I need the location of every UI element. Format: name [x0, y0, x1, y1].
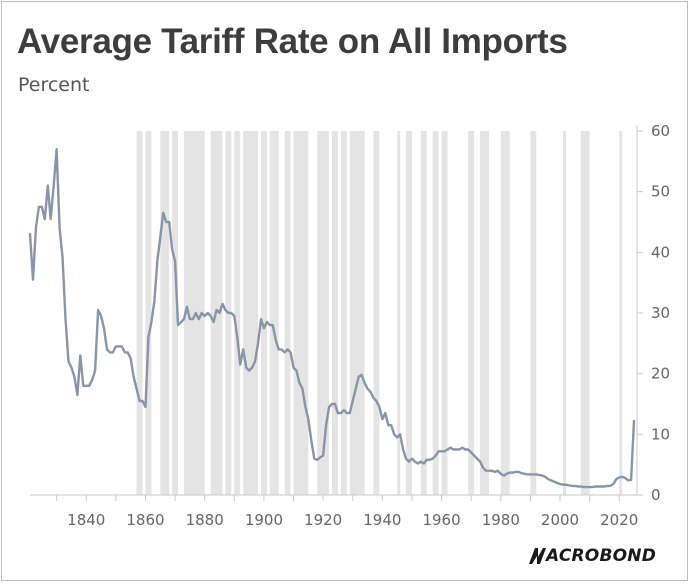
- shaded-period-10: [261, 131, 267, 495]
- chart-title: Average Tariff Rate on All Imports: [17, 22, 568, 61]
- shaded-period-24: [432, 131, 439, 495]
- shaded-period-7: [234, 131, 241, 495]
- shaded-periods: [136, 131, 623, 495]
- y-tick-label-30: 30: [651, 304, 670, 322]
- shaded-period-1: [145, 131, 152, 495]
- macrobond-wordmark: ACROBOND: [546, 546, 656, 566]
- shaded-period-16: [323, 131, 329, 495]
- shaded-period-20: [373, 131, 380, 495]
- x-tick-label-1880: 1880: [186, 511, 224, 529]
- shaded-period-28: [500, 131, 504, 495]
- x-tick-label-1840: 1840: [67, 511, 105, 529]
- series-layer: [28, 148, 636, 489]
- chart-axes: 0 10 20 30 40 50 60 1840 1860 1880 1900 1920 1940 196…: [30, 122, 670, 529]
- chart-subtitle: Percent: [18, 74, 90, 96]
- shaded-period-0: [136, 131, 143, 495]
- shaded-period-32: [580, 131, 590, 495]
- shaded-period-12: [284, 131, 291, 495]
- x-tick-label-1860: 1860: [126, 511, 164, 529]
- macrobond-logo: ACROBOND: [529, 545, 679, 569]
- shaded-period-4: [184, 131, 205, 495]
- shaded-period-11: [269, 131, 279, 495]
- shaded-period-17: [332, 131, 338, 495]
- x-tick-label-2000: 2000: [541, 511, 579, 529]
- x-tick-label-1900: 1900: [245, 511, 283, 529]
- shaded-period-18: [340, 131, 347, 495]
- shaded-period-33: [619, 131, 623, 495]
- shaded-period-9: [249, 131, 258, 495]
- series-line-tariff-rate: [28, 148, 636, 489]
- shaded-period-29: [503, 131, 510, 495]
- y-tick-label-20: 20: [651, 365, 670, 383]
- shaded-period-15: [317, 131, 324, 495]
- shaded-period-13: [293, 131, 303, 495]
- shaded-period-14: [302, 131, 309, 495]
- y-tick-label-0: 0: [651, 486, 661, 504]
- shaded-period-31: [563, 131, 566, 495]
- y-tick-label-60: 60: [651, 122, 670, 140]
- x-tick-label-1960: 1960: [422, 511, 460, 529]
- macrobond-m-icon: [529, 548, 546, 564]
- y-tick-label-50: 50: [651, 183, 670, 201]
- shaded-period-8: [243, 131, 250, 495]
- shaded-period-19: [349, 131, 365, 495]
- shaded-period-25: [441, 131, 448, 495]
- x-tick-label-1940: 1940: [363, 511, 401, 529]
- shaded-period-27: [480, 131, 489, 495]
- shaded-period-30: [530, 131, 537, 495]
- shaded-period-3: [172, 131, 178, 495]
- shaded-period-2: [160, 131, 170, 495]
- x-tick-label-2020: 2020: [600, 511, 638, 529]
- shaded-period-23: [420, 131, 427, 495]
- y-tick-label-10: 10: [651, 425, 670, 443]
- x-tick-label-1920: 1920: [304, 511, 342, 529]
- x-tick-label-1980: 1980: [482, 511, 520, 529]
- shaded-period-21: [397, 131, 401, 495]
- shaded-period-22: [406, 131, 412, 495]
- y-tick-label-40: 40: [651, 243, 670, 261]
- shaded-period-26: [468, 131, 475, 495]
